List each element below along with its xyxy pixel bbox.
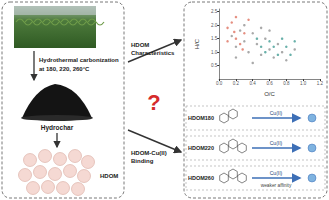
svg-text:HDOM220: HDOM220	[188, 145, 214, 151]
svg-text:Hydrochar: Hydrochar	[41, 124, 74, 132]
svg-text:at 180, 220, 260°C: at 180, 220, 260°C	[39, 66, 90, 72]
svg-text:Binding: Binding	[131, 158, 154, 164]
svg-text:0.5: 0.5	[211, 63, 218, 68]
svg-text:0.0: 0.0	[216, 81, 223, 86]
svg-text:0.6: 0.6	[266, 81, 273, 86]
svg-text:HDOM260: HDOM260	[188, 175, 214, 181]
svg-text:O/C: O/C	[264, 91, 275, 97]
svg-text:HDOM-Cu(II): HDOM-Cu(II)	[131, 150, 167, 156]
svg-text:1.0: 1.0	[211, 50, 218, 55]
svg-text:0.8: 0.8	[283, 81, 290, 86]
svg-text:?: ?	[147, 90, 160, 115]
svg-text:Hydrothermal carbonization: Hydrothermal carbonization	[39, 57, 119, 63]
svg-text:1.5: 1.5	[211, 36, 218, 41]
svg-text:1.2: 1.2	[317, 81, 324, 86]
svg-text:Cu(II): Cu(II)	[270, 170, 283, 176]
svg-text:HDOM180: HDOM180	[188, 115, 214, 121]
svg-text:Cu(II): Cu(II)	[270, 110, 283, 116]
svg-text:Characteristics: Characteristics	[131, 50, 175, 56]
svg-text:2.5: 2.5	[211, 9, 218, 14]
svg-text:HDOM: HDOM	[100, 173, 118, 179]
svg-text:2.0: 2.0	[211, 23, 218, 28]
svg-text:HDOM: HDOM	[131, 42, 149, 48]
svg-text:0.2: 0.2	[233, 81, 240, 86]
svg-text:1.0: 1.0	[300, 81, 307, 86]
svg-text:0.4: 0.4	[250, 81, 257, 86]
svg-text:Cu(II): Cu(II)	[270, 140, 283, 146]
svg-text:weaker affinity: weaker affinity	[261, 183, 292, 188]
svg-text:H/C: H/C	[194, 38, 200, 49]
